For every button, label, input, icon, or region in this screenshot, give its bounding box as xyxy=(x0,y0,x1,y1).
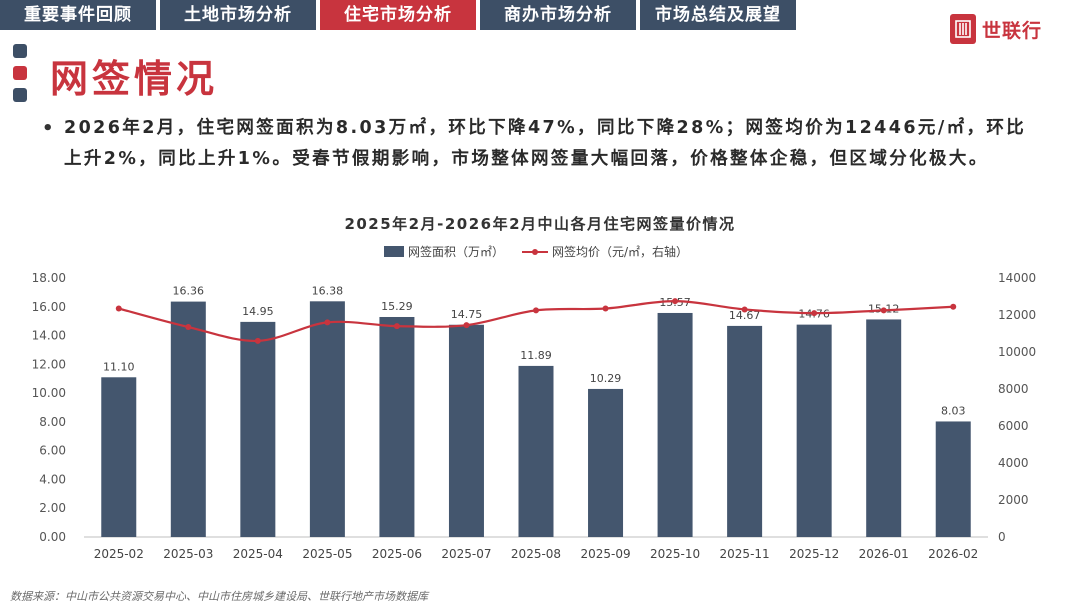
price-point-2025-08 xyxy=(533,307,539,314)
y-left-tick-label: 6.00 xyxy=(39,444,66,458)
bar-value-label: 16.36 xyxy=(173,285,205,298)
x-tick-label: 2025-04 xyxy=(233,547,283,561)
bar-2026-02 xyxy=(935,421,971,537)
bar-value-label: 8.03 xyxy=(941,404,966,417)
price-point-2025-05 xyxy=(324,319,331,326)
bar-2025-05 xyxy=(309,301,345,537)
price-point-2025-11 xyxy=(741,306,748,313)
price-point-2025-03 xyxy=(185,324,192,331)
bar-value-label: 14.75 xyxy=(451,308,483,321)
summary-text: • 2026年2月，住宅网签面积为8.03万㎡，环比下降47%，同比下降28%；… xyxy=(42,113,1040,175)
logo-icon xyxy=(950,14,976,44)
bar-value-label: 15.29 xyxy=(381,300,413,313)
bar-2025-04 xyxy=(240,321,276,537)
x-tick-label: 2025-11 xyxy=(720,547,770,561)
y-left-tick-label: 14.00 xyxy=(32,329,66,343)
nav-tab-summary[interactable]: 市场总结及展望 xyxy=(640,0,796,30)
bar-value-label: 14.67 xyxy=(729,309,761,322)
x-tick-label: 2025-07 xyxy=(441,547,491,561)
x-tick-label: 2025-08 xyxy=(511,547,561,561)
nav-tab-residential[interactable]: 住宅市场分析 xyxy=(320,0,476,30)
nav-tab-land[interactable]: 土地市场分析 xyxy=(160,0,316,30)
nav-tab-events[interactable]: 重要事件回顾 xyxy=(0,0,156,30)
bar-value-label: 10.29 xyxy=(590,372,622,385)
x-tick-label: 2026-01 xyxy=(859,547,909,561)
y-left-tick-label: 10.00 xyxy=(32,386,66,400)
bar-2025-02 xyxy=(101,377,137,537)
legend-marker-line xyxy=(532,249,538,255)
y-left-tick-label: 18.00 xyxy=(32,271,66,285)
y-left-tick-label: 0.00 xyxy=(39,530,66,544)
bar-2026-01 xyxy=(866,319,902,537)
x-tick-label: 2025-02 xyxy=(94,547,144,561)
legend-swatch-bar xyxy=(384,246,404,257)
price-point-2025-04 xyxy=(254,337,261,344)
y-left-tick-label: 16.00 xyxy=(32,300,66,314)
logo-text: 世联行 xyxy=(982,19,1043,42)
bar-2025-03 xyxy=(170,301,206,537)
price-point-2025-12 xyxy=(811,310,818,317)
y-left-tick-label: 4.00 xyxy=(39,472,66,486)
bar-value-label: 16.38 xyxy=(312,284,344,297)
y-left-tick-label: 2.00 xyxy=(39,501,66,515)
nav-tab-commercial[interactable]: 商办市场分析 xyxy=(480,0,636,30)
bar-value-label: 11.89 xyxy=(520,349,552,362)
x-tick-label: 2026-02 xyxy=(928,547,978,561)
price-point-2025-06 xyxy=(393,323,400,330)
legend-label-line: 网签均价（元/㎡，右轴） xyxy=(552,244,688,259)
price-point-2026-02 xyxy=(950,303,957,310)
price-point-2025-02 xyxy=(115,305,122,312)
bar-value-label: 14.95 xyxy=(242,305,274,318)
x-tick-label: 2025-05 xyxy=(302,547,352,561)
bar-2025-09 xyxy=(588,388,624,537)
y-right-tick-label: 12000 xyxy=(998,308,1036,322)
price-point-2025-09 xyxy=(602,305,609,312)
y-left-tick-label: 12.00 xyxy=(32,357,66,371)
y-left-tick-label: 8.00 xyxy=(39,415,66,429)
top-nav: 重要事件回顾 土地市场分析 住宅市场分析 商办市场分析 市场总结及展望 xyxy=(0,0,796,30)
bar-2025-08 xyxy=(518,365,554,537)
bullet-icon: • xyxy=(42,118,56,139)
bar-2025-07 xyxy=(448,324,484,537)
bar-2025-11 xyxy=(727,325,763,537)
x-tick-label: 2025-09 xyxy=(580,547,630,561)
price-point-2026-01 xyxy=(880,307,887,314)
title-decoration xyxy=(13,44,27,110)
y-right-tick-label: 0 xyxy=(998,530,1006,544)
y-right-tick-label: 6000 xyxy=(998,419,1029,433)
y-right-tick-label: 8000 xyxy=(998,382,1029,396)
legend-label-bar: 网签面积（万㎡） xyxy=(408,244,504,259)
y-right-tick-label: 14000 xyxy=(998,271,1036,285)
x-tick-label: 2025-06 xyxy=(372,547,422,561)
bar-2025-06 xyxy=(379,316,415,537)
price-point-2025-07 xyxy=(463,322,470,329)
page-title: 网签情况 xyxy=(50,57,219,101)
y-right-tick-label: 10000 xyxy=(998,345,1036,359)
x-tick-label: 2025-03 xyxy=(163,547,213,561)
price-point-2025-10 xyxy=(672,298,679,305)
bar-2025-10 xyxy=(657,312,693,537)
bar-value-label: 11.10 xyxy=(103,360,135,373)
data-source: 数据来源：中山市公共资源交易中心、中山市住房城乡建设局、世联行地产市场数据库 xyxy=(10,590,428,603)
y-right-tick-label: 4000 xyxy=(998,456,1029,470)
bar-2025-12 xyxy=(796,324,832,537)
summary-body: 2026年2月，住宅网签面积为8.03万㎡，环比下降47%，同比下降28%；网签… xyxy=(64,118,1027,169)
x-tick-label: 2025-12 xyxy=(789,547,839,561)
y-right-tick-label: 2000 xyxy=(998,493,1029,507)
brand-logo: 世联行 xyxy=(950,14,1042,44)
chart-title: 2025年2月-2026年2月中山各月住宅网签量价情况 xyxy=(344,215,736,233)
x-tick-label: 2025-10 xyxy=(650,547,700,561)
